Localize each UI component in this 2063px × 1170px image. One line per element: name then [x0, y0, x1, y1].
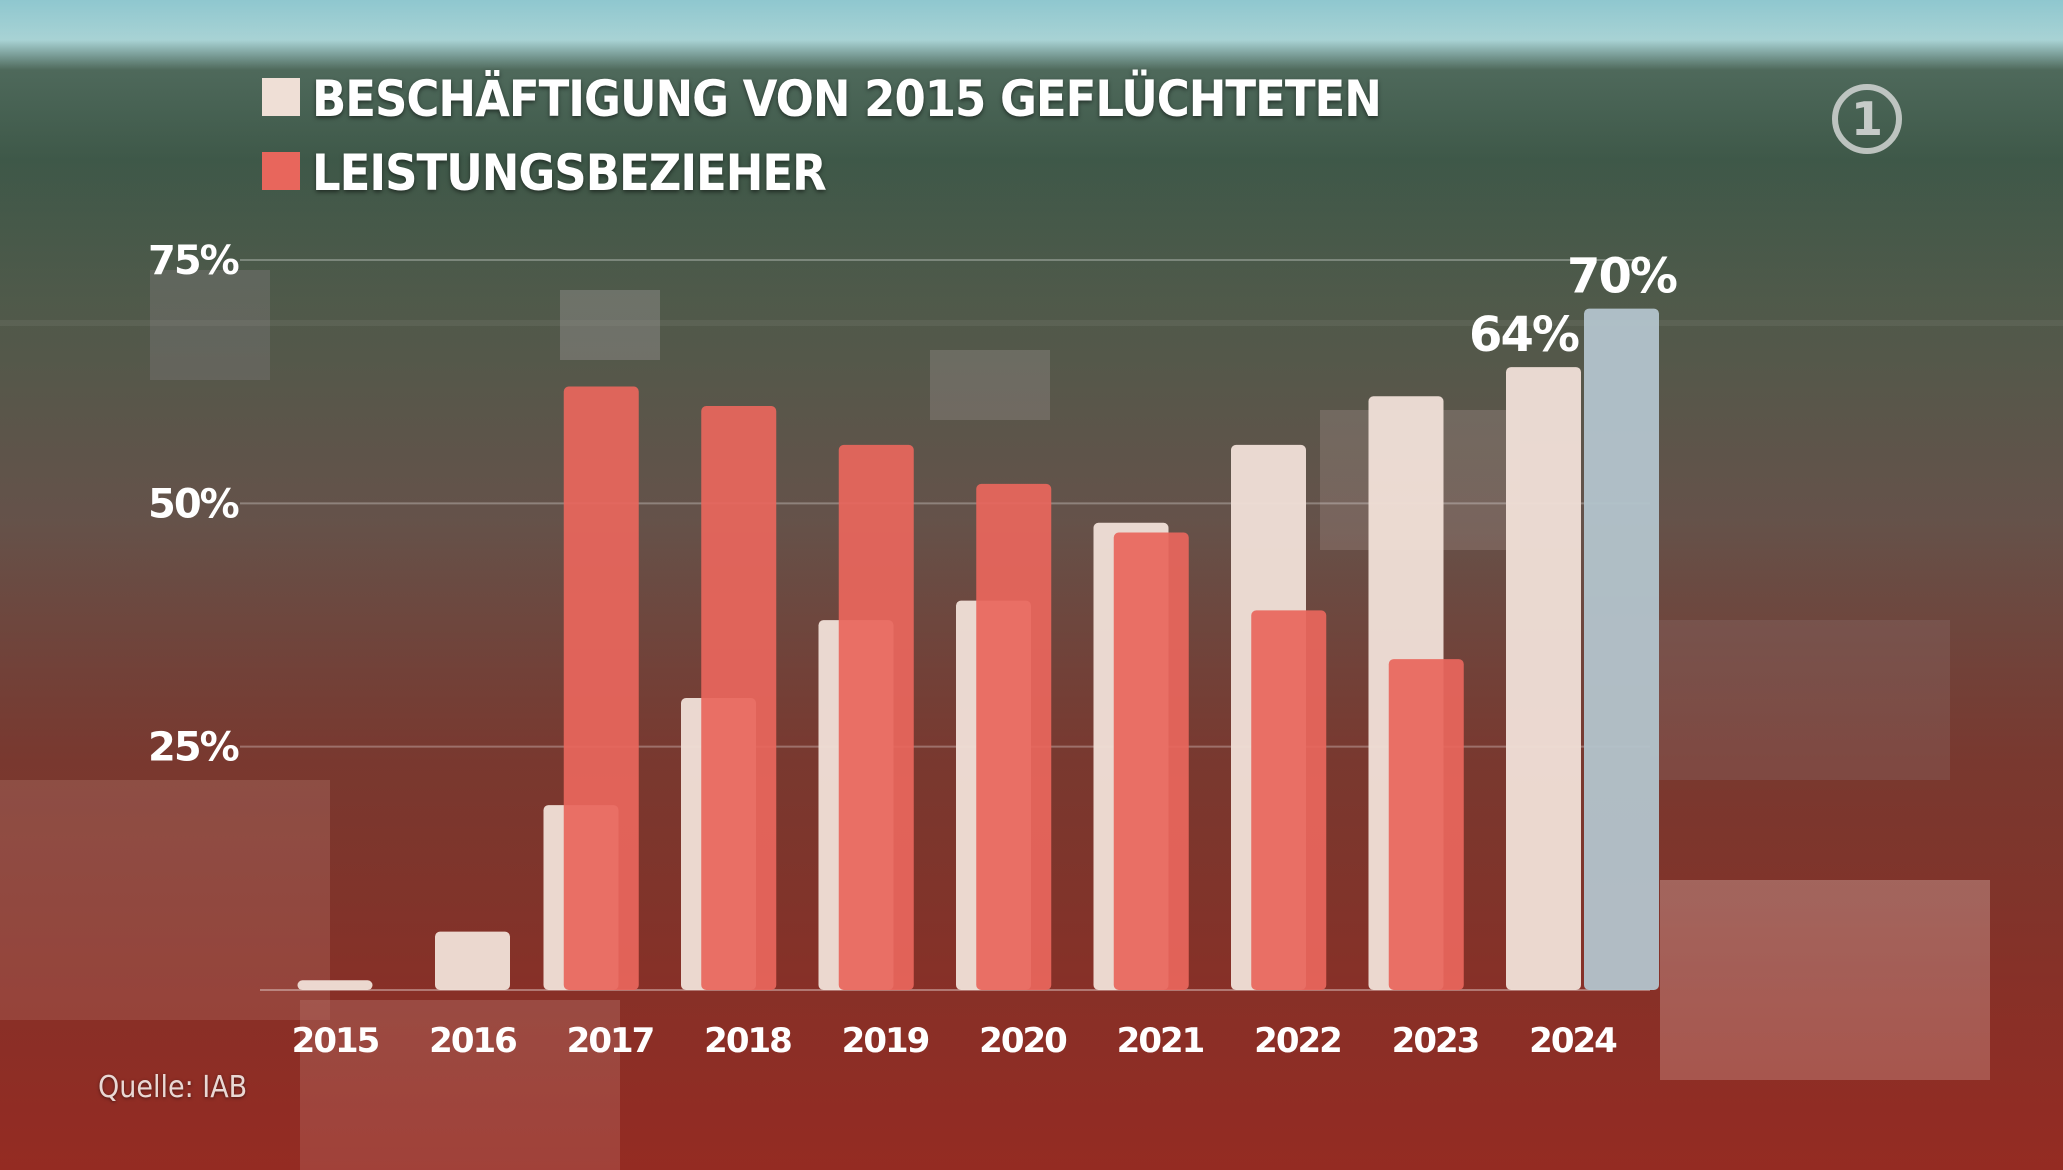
bar-benefits-2017: [563, 386, 639, 990]
bar-employment-2016: [435, 931, 510, 990]
x-tick-label: 2016: [429, 1021, 516, 1061]
x-tick-label: 2020: [979, 1021, 1067, 1061]
x-tick-label: 2015: [292, 1021, 379, 1061]
y-tick-label: 75%: [148, 238, 239, 284]
bar-benefits-2022: [1251, 610, 1327, 990]
bar-benefits-2018: [701, 406, 777, 990]
bar-highlight-2024: [1584, 308, 1659, 991]
legend-label-employment: BESCHÄFTIGUNG VON 2015 GEFLÜCHTETEN: [312, 70, 1382, 128]
y-tick-label: 25%: [148, 725, 239, 771]
legend-label-benefits: LEISTUNGSBEZIEHER: [312, 144, 827, 202]
x-tick-label: 2022: [1254, 1021, 1341, 1061]
legend-swatch-benefits: [262, 152, 300, 190]
x-tick-label: 2018: [704, 1021, 791, 1061]
bar-benefits-2023: [1388, 659, 1464, 990]
bar-employment-2024: [1506, 367, 1581, 991]
x-tick-label: 2019: [842, 1021, 929, 1061]
data-label: 64%: [1469, 307, 1579, 363]
broadcaster-logo: 1: [1832, 84, 1902, 154]
bar-benefits-2020: [976, 483, 1052, 990]
source-note: Quelle: IAB: [98, 1070, 248, 1105]
x-tick-label: 2017: [567, 1021, 654, 1061]
x-tick-label: 2024: [1529, 1021, 1617, 1061]
bar-benefits-2021: [1113, 532, 1189, 990]
bar-benefits-2019: [838, 444, 914, 990]
legend-swatch-employment: [262, 78, 300, 116]
data-label: 70%: [1567, 249, 1677, 305]
x-tick-label: 2023: [1392, 1021, 1479, 1061]
x-tick-label: 2021: [1117, 1021, 1204, 1061]
y-tick-label: 50%: [148, 481, 239, 527]
bar-employment-2015: [297, 980, 373, 990]
